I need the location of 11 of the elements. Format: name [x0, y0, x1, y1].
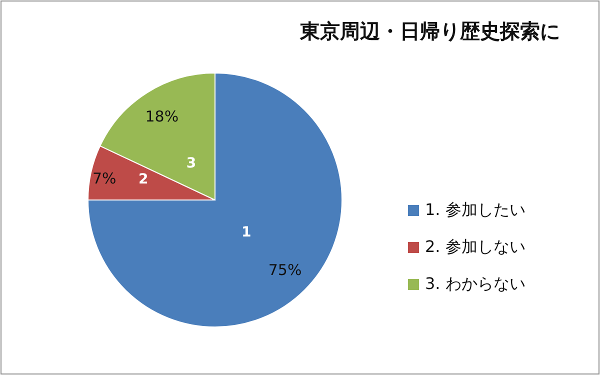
data-label: 75%	[268, 261, 302, 280]
legend-label: 2. 参加しない	[425, 237, 526, 256]
legend-label: 1. 参加したい	[425, 200, 526, 219]
pie-slice	[88, 72, 342, 328]
chart-title: 東京周辺・日帰り歴史探索に	[299, 19, 560, 43]
data-label: 7%	[92, 169, 116, 188]
legend-label: 3. わからない	[425, 274, 526, 293]
text: 2	[138, 171, 148, 188]
text: 3	[186, 155, 196, 172]
text: 1	[242, 224, 252, 240]
data-label: 18%	[145, 107, 179, 126]
